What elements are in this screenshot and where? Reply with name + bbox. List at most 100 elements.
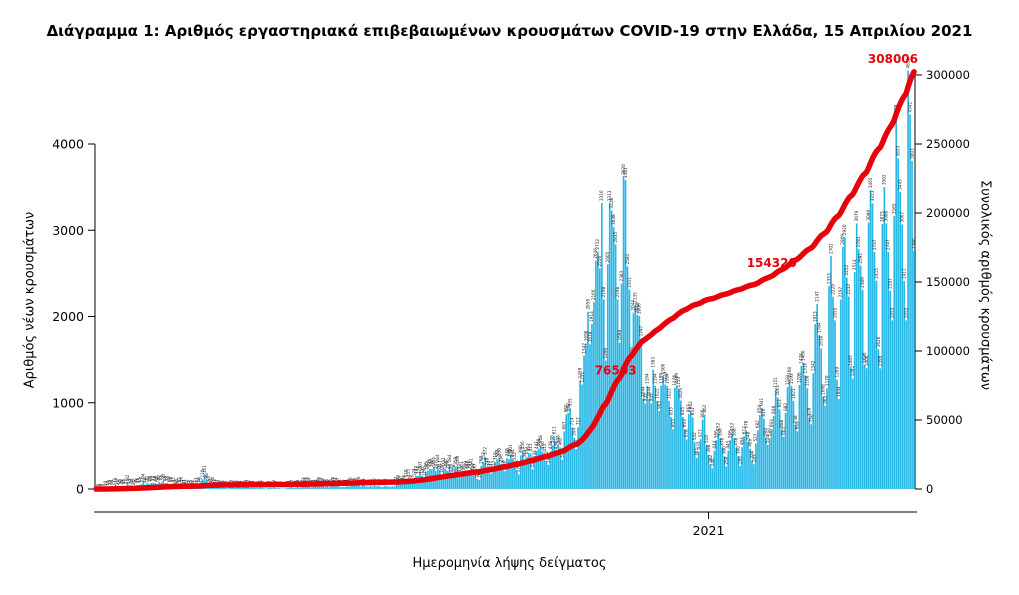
daily-bar (338, 486, 340, 489)
bar-value-label: 1068 (820, 384, 825, 395)
daily-bar (393, 486, 396, 489)
daily-bar (460, 471, 463, 489)
bar-value-label: 611 (552, 426, 557, 434)
daily-bar (559, 447, 562, 489)
bar-value-label: 1784 (816, 322, 821, 333)
daily-bar (853, 272, 856, 489)
bar-value-label: 1268 (787, 367, 792, 378)
daily-bar (770, 429, 773, 489)
bar-value-label: 1620 (876, 336, 881, 347)
daily-bar (521, 451, 524, 489)
bar-value-label: 69 (149, 475, 154, 481)
daily-bar (401, 484, 404, 489)
bar-value-label: 882 (783, 403, 788, 411)
daily-bar (812, 373, 815, 489)
daily-bar (905, 320, 907, 489)
bar-value-label: 941 (759, 398, 764, 406)
bar-value-label: 411 (528, 443, 533, 451)
daily-bar (375, 486, 378, 489)
daily-bar (488, 470, 491, 489)
daily-bar (761, 407, 763, 489)
bar-value-label: 2135 (633, 292, 638, 303)
daily-bar (899, 191, 902, 489)
bar-value-label: 27 (180, 479, 185, 485)
daily-bar (342, 486, 344, 489)
bar-value-label: 2297 (888, 278, 893, 289)
daily-bar (683, 429, 686, 489)
bar-value-label: 7 (99, 483, 104, 486)
y-right-tick-label: 150000 (926, 275, 970, 289)
bar-value-label: 21 (131, 480, 136, 486)
bar-value-label: 209 (445, 461, 450, 469)
bar-value-label: 312 (512, 452, 517, 460)
bar-value-label: 52 (176, 477, 181, 483)
daily-bar (514, 462, 516, 489)
y-right-tick-label: 250000 (926, 137, 970, 151)
bar-value-label: 682 (755, 420, 760, 428)
daily-bar (891, 320, 894, 489)
daily-bar (826, 388, 828, 489)
daily-bar (695, 457, 698, 489)
daily-bar (405, 479, 408, 489)
bar-value-label: 240 (710, 458, 715, 466)
daily-bar (247, 487, 249, 489)
daily-bar (340, 487, 342, 489)
bar-value-label: 2760 (911, 238, 916, 249)
bar-value-label: 98 (204, 473, 209, 479)
daily-bar (804, 375, 807, 489)
bar-value-label: 15 (186, 480, 191, 486)
daily-bar (278, 488, 281, 489)
bar-value-label: 168 (451, 464, 456, 472)
daily-bar (709, 464, 712, 489)
bar-value-label: 65 (398, 476, 403, 482)
bar-value-label: 1021 (791, 388, 796, 399)
daily-bar (314, 486, 317, 489)
daily-bar (747, 441, 749, 489)
bar-value-label: 3313 (870, 190, 875, 201)
bar-value-label: 212 (425, 460, 430, 468)
bar-value-label: 258 (453, 456, 458, 464)
bar-value-label: 688 (779, 419, 784, 427)
daily-bar (618, 342, 621, 489)
daily-bar (274, 488, 277, 489)
bar-value-label: 1181 (785, 374, 790, 385)
daily-bar (385, 486, 388, 489)
daily-bar (610, 210, 613, 489)
daily-bar (478, 479, 481, 489)
daily-bar (836, 379, 838, 489)
bar-value-label: 1211 (579, 372, 584, 383)
bar-value-label: 2920 (842, 224, 847, 235)
daily-bar (632, 312, 635, 489)
daily-bar (269, 487, 271, 489)
daily-bar (885, 223, 888, 489)
bar-value-label: 2311 (627, 277, 632, 288)
daily-bar (359, 486, 362, 489)
y-right-tick-label: 300000 (926, 68, 970, 82)
bar-value-label: 510 (765, 435, 770, 443)
bar-value-label: 867 (686, 404, 691, 412)
daily-bar (249, 488, 251, 489)
bar-value-label: 1026 (678, 388, 683, 399)
daily-bar (595, 260, 597, 489)
bar-value-label: 346 (506, 449, 511, 457)
bar-value-label: 177 (457, 463, 462, 471)
bar-value-label: 151 (415, 466, 420, 474)
bar-value-label: 1955 (903, 307, 908, 318)
y-right-tick-label: 0 (926, 482, 933, 496)
bar-value-label: 3080 (884, 210, 889, 221)
bar-value-label: 3073 (880, 211, 885, 222)
bar-value-label: 38 (129, 478, 134, 484)
daily-bar (865, 368, 868, 489)
daily-bar (869, 190, 872, 489)
daily-bar (452, 474, 455, 489)
y-left-tick-label: 1000 (52, 395, 84, 410)
bar-value-label: 3445 (897, 179, 902, 190)
daily-bar (642, 398, 645, 489)
bar-value-label: 417 (526, 443, 531, 451)
daily-bar (361, 485, 364, 489)
daily-bar (766, 445, 769, 489)
daily-bar (233, 488, 236, 489)
daily-bar (830, 255, 832, 489)
daily-bar (251, 487, 253, 489)
